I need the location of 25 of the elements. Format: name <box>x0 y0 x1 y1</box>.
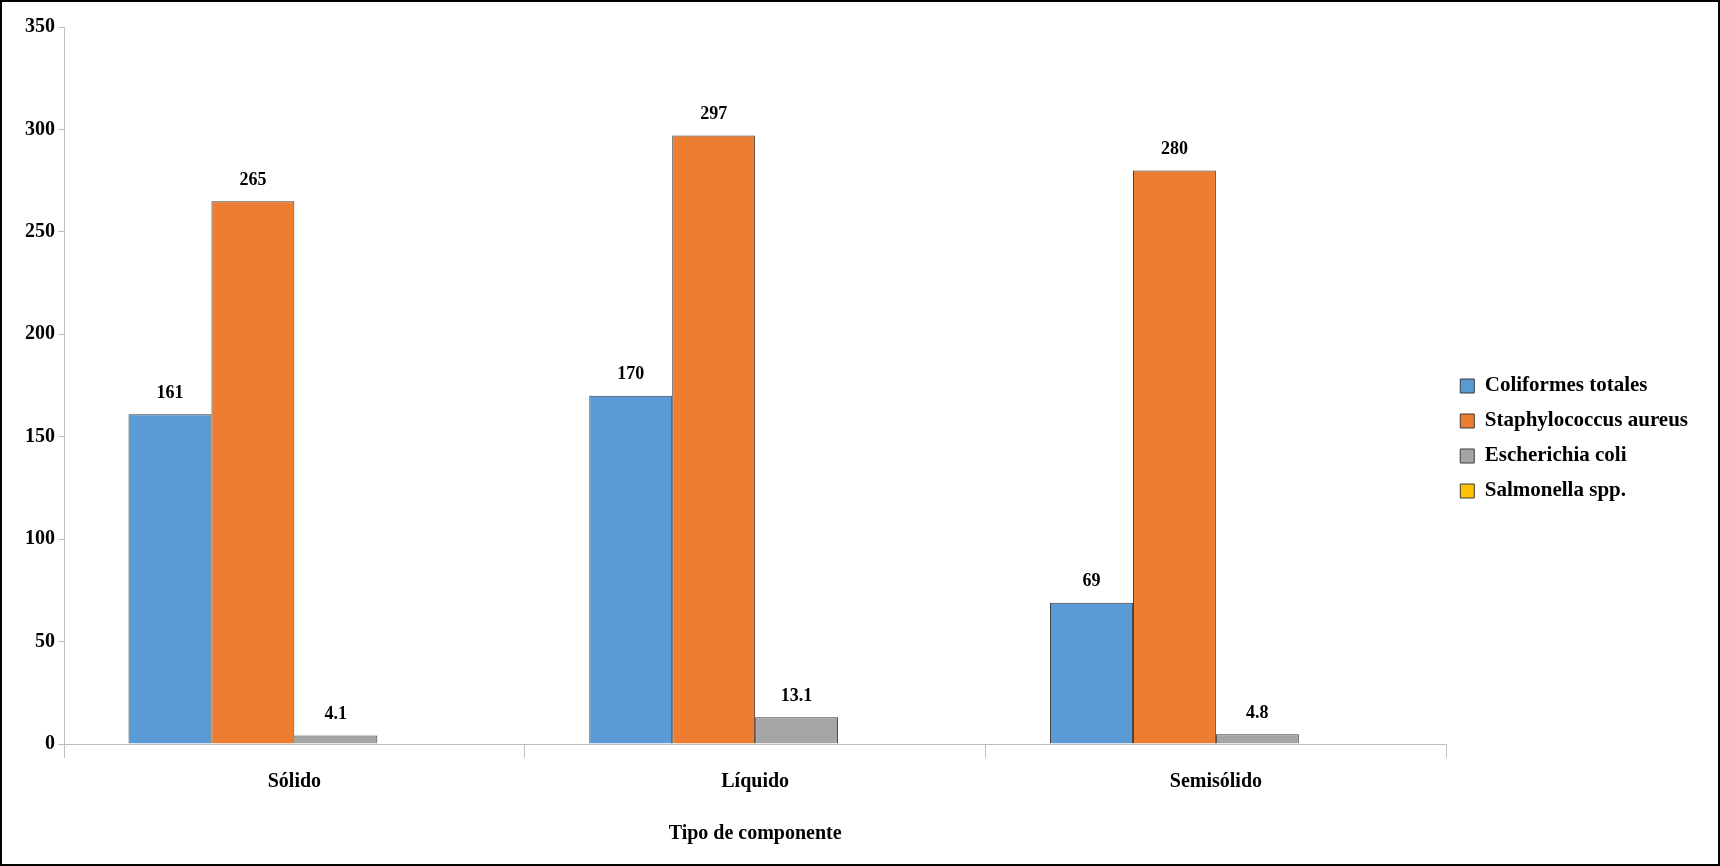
data-label: 4.1 <box>324 703 348 724</box>
data-label: 170 <box>617 363 645 384</box>
x-tick-label: Sólido <box>267 769 322 792</box>
data-label: 280 <box>1160 138 1188 159</box>
legend-label: Salmonella spp. <box>1484 477 1626 502</box>
y-tick-label: 0 <box>45 731 55 754</box>
y-tick-label: 250 <box>25 219 55 242</box>
x-tick-label: Semisólido <box>1169 769 1263 792</box>
y-tick-label: 150 <box>25 423 55 446</box>
y-tick-label: 350 <box>25 14 55 37</box>
data-label: 4.8 <box>1246 701 1269 722</box>
legend-label: Coliformes totales <box>1484 372 1648 397</box>
data-label: 69 <box>1082 570 1101 591</box>
y-tick-label: 50 <box>35 628 55 651</box>
data-label: 265 <box>239 168 267 189</box>
data-label: 13.1 <box>780 684 813 705</box>
legend-label: Escherichia coli <box>1484 442 1627 467</box>
y-tick-label: 300 <box>25 116 55 139</box>
y-tick-label: 100 <box>25 526 55 549</box>
y-tick-label: 200 <box>25 321 55 344</box>
x-axis-title: Tipo de componente <box>668 821 842 845</box>
data-label: 161 <box>156 381 184 402</box>
data-label: 297 <box>700 103 728 124</box>
x-tick-label: Líquido <box>721 769 790 793</box>
legend-label: Staphylococcus aureus <box>1484 407 1689 432</box>
